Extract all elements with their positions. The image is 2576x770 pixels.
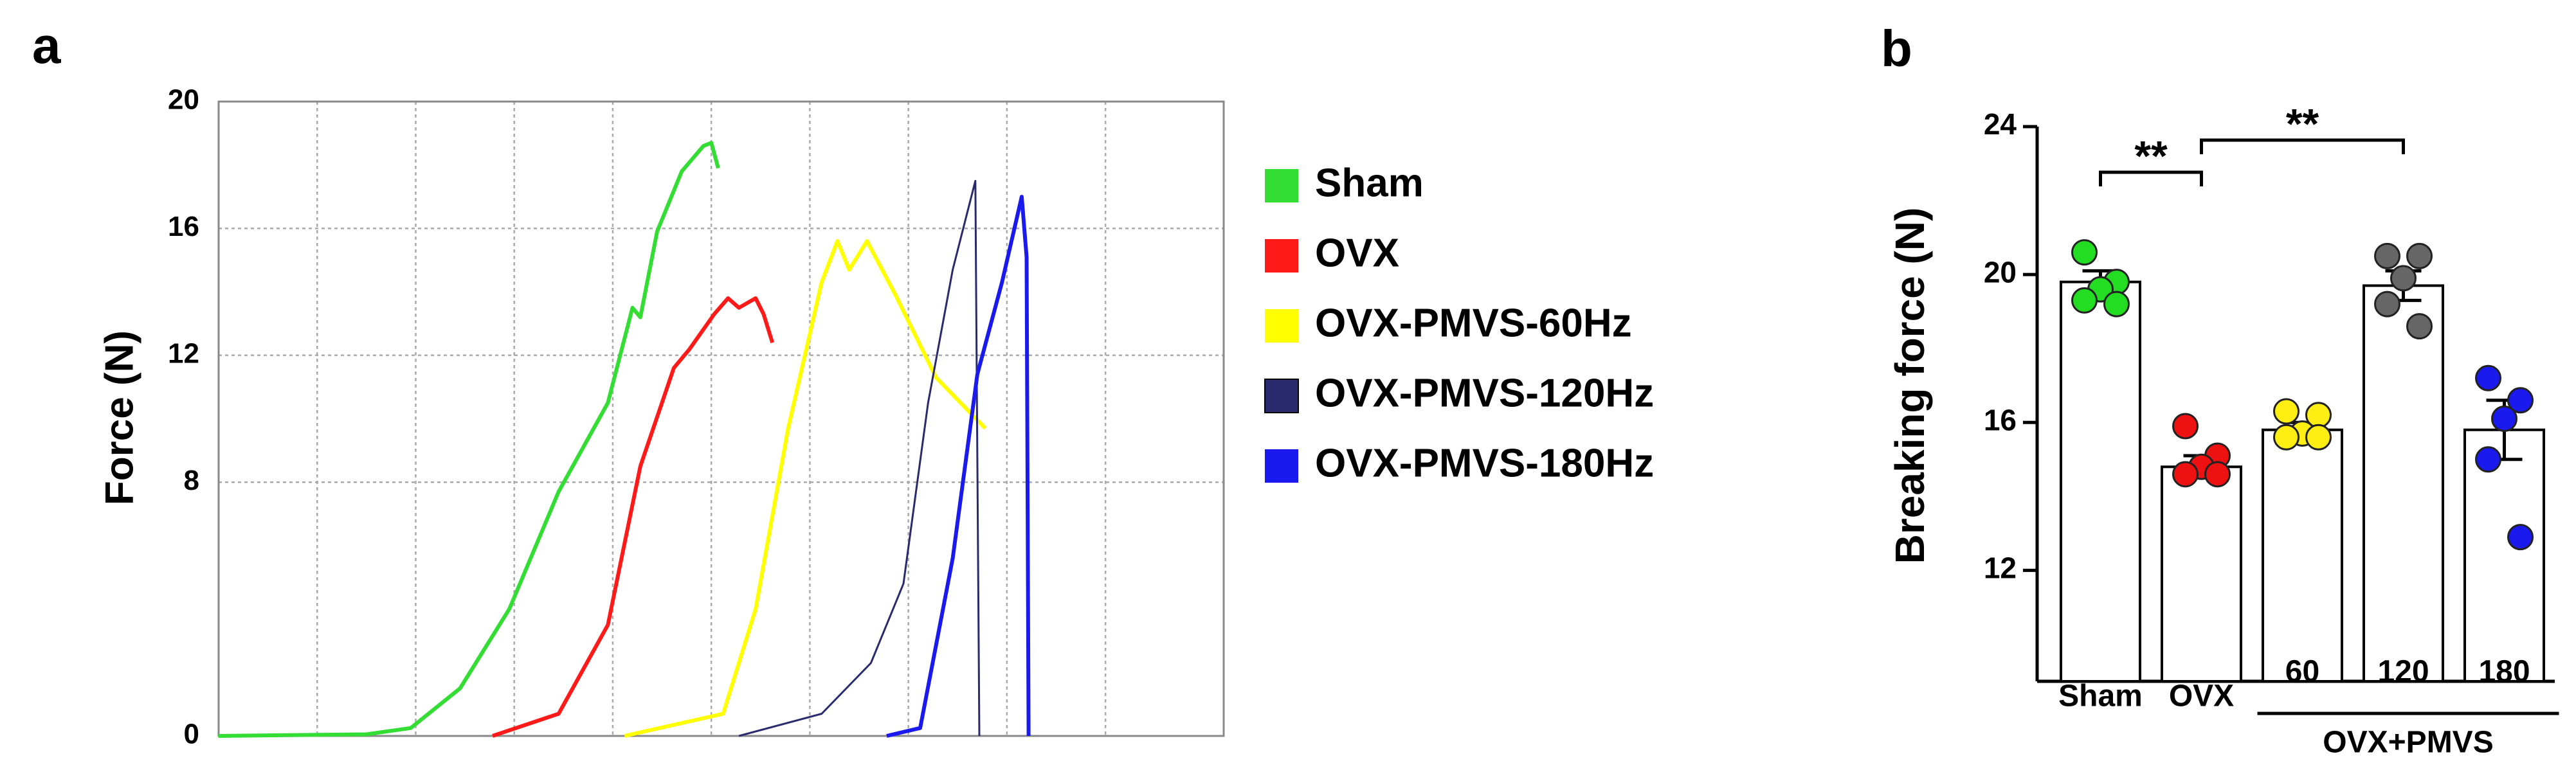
bar: [2262, 428, 2343, 683]
data-point: [2475, 364, 2501, 391]
significance-bracket: [2099, 170, 2203, 186]
x-tick-label: Sham: [2058, 679, 2143, 713]
legend-label: OVX-PMVS-180Hz: [1315, 441, 1654, 485]
bar: [2161, 465, 2242, 683]
legend-swatch: [1265, 309, 1298, 343]
data-point: [2103, 291, 2130, 318]
data-point: [2406, 242, 2433, 269]
force-curve: [738, 179, 981, 737]
y-tick-label: 12: [168, 337, 199, 369]
data-point: [2273, 398, 2299, 425]
data-point: [2507, 524, 2534, 551]
x-tick-label: 120: [2377, 655, 2429, 689]
legend-label: OVX: [1315, 231, 1399, 275]
significance-label: **: [2286, 100, 2319, 147]
y-tick-label: 12: [1984, 551, 2017, 585]
y-tick-label: 16: [1984, 403, 2017, 436]
y-axis-label: Force (N): [97, 330, 141, 505]
bar: [2363, 284, 2444, 683]
group-label: OVX+PMVS: [2323, 726, 2493, 760]
force-curve: [218, 141, 720, 738]
x-tick-label: 180: [2478, 655, 2530, 689]
panel-label: a: [32, 17, 61, 74]
y-tick-label: 24: [1984, 107, 2017, 141]
legend-label: Sham: [1315, 161, 1424, 205]
y-axis-label: Breaking force (N): [1887, 208, 1933, 564]
data-point: [2374, 242, 2400, 269]
data-point: [2071, 239, 2098, 266]
data-point: [2406, 313, 2433, 340]
bar: [2463, 428, 2545, 683]
data-point: [2475, 446, 2501, 473]
data-point: [2071, 287, 2098, 314]
x-tick-label: 60: [2285, 655, 2319, 689]
data-point: [2273, 424, 2299, 451]
data-point: [2204, 461, 2231, 488]
bar: [2060, 280, 2141, 683]
data-point: [2507, 387, 2534, 414]
legend-swatch: [1265, 239, 1298, 273]
panel-label: b: [1881, 20, 1912, 77]
data-point: [2374, 291, 2400, 318]
y-tick-label: 20: [168, 84, 199, 116]
y-tick-label: 20: [1984, 255, 2017, 289]
y-tick-label: 0: [184, 719, 199, 750]
y-tick-label: 8: [184, 465, 199, 496]
legend-label: OVX-PMVS-60Hz: [1315, 301, 1632, 345]
data-point: [2172, 413, 2199, 440]
legend-swatch: [1265, 449, 1298, 483]
legend-label: OVX-PMVS-120Hz: [1315, 371, 1654, 415]
significance-bracket: [2200, 138, 2405, 154]
legend-swatch: [1264, 379, 1299, 413]
y-tick-label: 16: [168, 211, 199, 242]
plot-frame: [217, 100, 1225, 737]
data-point: [2491, 406, 2517, 433]
data-point: [2305, 424, 2332, 451]
legend-swatch: [1265, 169, 1298, 202]
force-curve: [886, 195, 1031, 738]
data-point: [2172, 461, 2199, 488]
significance-label: **: [2134, 132, 2168, 179]
x-tick-label: OVX: [2169, 679, 2234, 713]
force-curve: [492, 296, 775, 738]
force-curve: [624, 239, 987, 738]
data-point: [2390, 265, 2417, 292]
